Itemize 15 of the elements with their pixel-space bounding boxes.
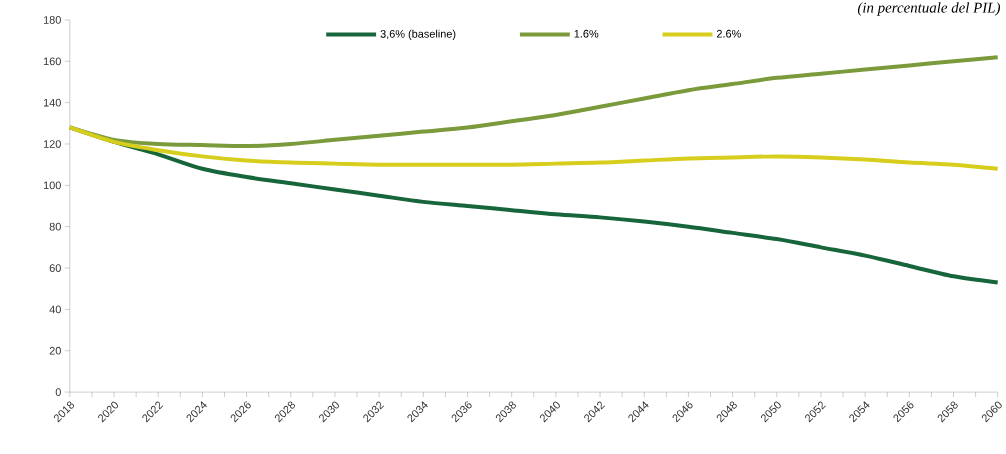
legend-label: 3,6% (baseline) xyxy=(380,29,456,40)
y-tick-label: 160 xyxy=(43,57,61,66)
legend-label: 2.6% xyxy=(716,29,741,38)
y-tick-label: 140 xyxy=(43,98,61,107)
legend-label: 1.6% xyxy=(574,29,599,38)
y-tick-label: 100 xyxy=(43,181,61,190)
y-tick-label: 0 xyxy=(55,388,61,396)
chart-subtitle: (in percentuale del PIL) xyxy=(857,2,1001,16)
y-tick-label: 80 xyxy=(49,222,61,231)
y-tick-label: 40 xyxy=(49,305,61,314)
line-series xyxy=(67,125,1000,171)
y-tick-label: 20 xyxy=(49,346,61,355)
y-tick-label: 120 xyxy=(43,140,61,148)
y-tick-label: 180 xyxy=(43,16,61,24)
y-tick-label: 60 xyxy=(49,264,61,272)
